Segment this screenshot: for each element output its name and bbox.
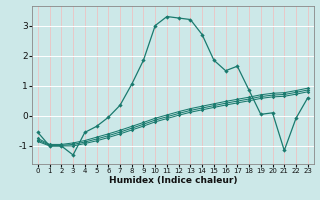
X-axis label: Humidex (Indice chaleur): Humidex (Indice chaleur)	[108, 176, 237, 185]
